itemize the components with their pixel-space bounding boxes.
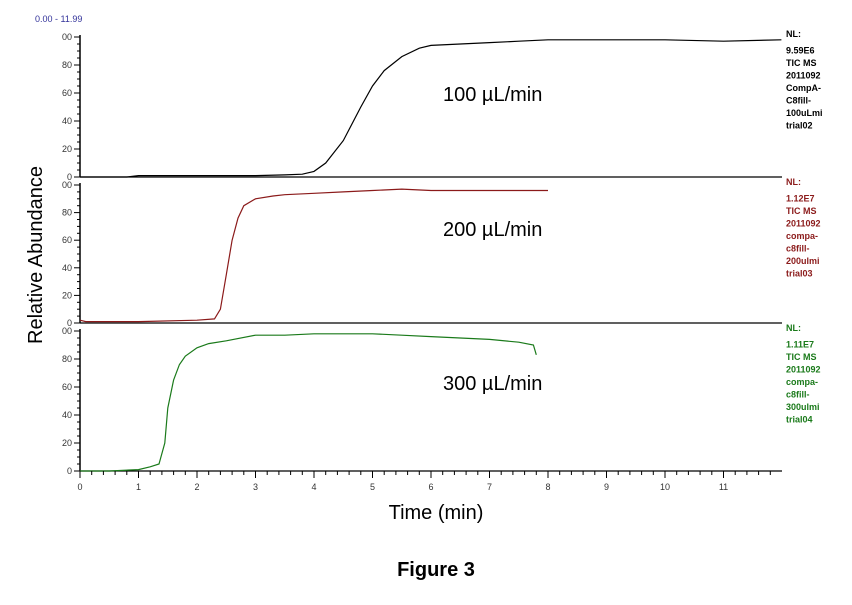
x-tick-label: 2 — [194, 482, 199, 492]
trace-info-line: 1.11E7 — [786, 340, 814, 350]
y-tick-label: 60 — [62, 88, 72, 98]
trace-info-line: NL: — [786, 29, 801, 39]
trace-info-line: NL: — [786, 177, 801, 187]
y-tick-label: 20 — [62, 144, 72, 154]
trace-info-line: compa- — [786, 377, 818, 387]
trace-info-line: TIC MS — [786, 206, 817, 216]
flow-rate-annotation: 200 µL/min — [443, 219, 542, 241]
series-line-3 — [80, 333, 537, 472]
y-tick-label: 0 — [67, 466, 72, 476]
trace-info-line: NL: — [786, 323, 801, 333]
x-tick-label: 7 — [487, 482, 492, 492]
x-tick-label: 9 — [604, 482, 609, 492]
y-tick-label: 60 — [62, 235, 72, 245]
trace-info-line: c8fill- — [786, 390, 810, 400]
x-tick-label: 3 — [253, 482, 258, 492]
trace-info-line: c8fill- — [786, 244, 810, 254]
trace-info-line: trial03 — [786, 269, 813, 279]
trace-info-line: CompA- — [786, 83, 821, 93]
trace-info-line: trial04 — [786, 415, 813, 425]
x-tick-label: 10 — [660, 482, 670, 492]
trace-info-line: TIC MS — [786, 352, 817, 362]
x-tick-label: 1 — [136, 482, 141, 492]
y-tick-label: 40 — [62, 410, 72, 420]
trace-info-line: 2011092 — [786, 219, 821, 229]
time-range-label: 0.00 - 11.99 — [35, 14, 82, 24]
trace-info-line: 2011092 — [786, 365, 821, 375]
x-tick-label: 6 — [428, 482, 433, 492]
trace-info-line: 200ulmi — [786, 256, 820, 266]
panel-3: 0 20 40 60 80 00 300 µL/min NL: 1.11E7 TIC MS 2011… — [62, 323, 821, 476]
trace-info-line: 100uLmi — [786, 108, 823, 118]
series-line-1 — [80, 39, 782, 178]
trace-info-line: 2011092 — [786, 71, 821, 81]
panel-2: 0 20 40 60 80 00 200 µL/min NL: 1.12E7 TIC MS 2011… — [62, 177, 821, 328]
y-tick-label: 20 — [62, 290, 72, 300]
y-tick-label: 00 — [62, 180, 72, 190]
trace-info-line: compa- — [786, 231, 818, 241]
x-tick-label: 4 — [311, 482, 316, 492]
panel-1: 0 20 40 60 80 00 100 µL/min NL: 9.59E6 TIC MS 2011… — [62, 29, 823, 182]
y-tick-label: 00 — [62, 32, 72, 42]
x-tick-label: 11 — [719, 482, 728, 492]
flow-rate-annotation: 300 µL/min — [443, 373, 542, 395]
figure-caption: Figure 3 — [397, 559, 475, 581]
y-tick-label: 00 — [62, 326, 72, 336]
y-tick-label: 60 — [62, 382, 72, 392]
y-tick-label: 80 — [62, 60, 72, 70]
trace-info-line: trial02 — [786, 121, 813, 131]
y-axis-title: Relative Abundance — [25, 166, 47, 344]
y-tick-label: 0 — [67, 318, 72, 328]
y-tick-label: 40 — [62, 263, 72, 273]
flow-rate-annotation: 100 µL/min — [443, 84, 542, 106]
x-axis-title: Time (min) — [389, 502, 484, 524]
series-line-2 — [79, 188, 548, 323]
trace-info-line: TIC MS — [786, 58, 817, 68]
trace-info-line: 300ulmi — [786, 402, 820, 412]
trace-info-line: C8fill- — [786, 96, 811, 106]
y-tick-label: 80 — [62, 354, 72, 364]
y-tick-label: 20 — [62, 438, 72, 448]
trace-info-line: 1.12E7 — [786, 194, 815, 204]
y-tick-label: 80 — [62, 208, 72, 218]
x-tick-label: 5 — [370, 482, 375, 492]
y-tick-label: 40 — [62, 116, 72, 126]
trace-info-line: 9.59E6 — [786, 46, 815, 56]
y-tick-label: 0 — [67, 172, 72, 182]
x-tick-label: 0 — [77, 482, 82, 492]
x-tick-label: 8 — [545, 482, 550, 492]
